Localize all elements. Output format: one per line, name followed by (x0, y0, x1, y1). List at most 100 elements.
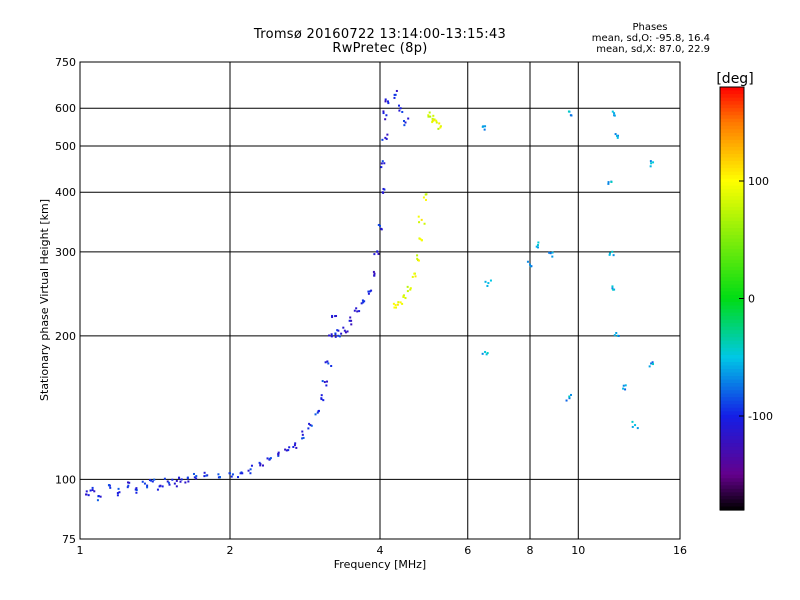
data-point (420, 218, 423, 221)
colorbar-segment (720, 182, 744, 187)
data-point (230, 475, 233, 478)
colorbar-segment (720, 435, 744, 441)
data-point (285, 449, 288, 452)
data-point (180, 478, 183, 481)
data-point (611, 287, 614, 290)
data-point (394, 304, 397, 307)
data-point (355, 307, 358, 310)
data-point (97, 495, 100, 498)
x-tick-label: 2 (227, 544, 234, 557)
data-point (385, 137, 388, 140)
data-point (486, 352, 489, 355)
data-point (431, 121, 434, 124)
data-point (135, 491, 138, 494)
colorbar-segment (720, 175, 744, 180)
colorbar-segment (720, 125, 744, 130)
colorbar-segment (720, 499, 744, 504)
colorbar-segment (720, 235, 744, 240)
data-point (284, 448, 287, 451)
data-point (228, 472, 231, 475)
data-point (612, 254, 615, 257)
data-point (325, 384, 328, 387)
colorbar-segment (720, 393, 744, 398)
data-point (399, 107, 402, 110)
data-point (377, 252, 380, 255)
colorbar-tick-label: 100 (748, 175, 769, 188)
data-point (376, 250, 379, 253)
data-point (269, 457, 272, 460)
colorbar-segment (720, 495, 744, 501)
data-point (288, 446, 291, 449)
data-point (549, 252, 552, 255)
data-point (87, 494, 90, 497)
colorbar-segment (720, 287, 744, 293)
colorbar-segment (720, 379, 744, 384)
data-point (295, 446, 298, 449)
data-point (613, 114, 616, 117)
colorbar-segment (720, 294, 744, 300)
colorbar-segment (720, 266, 744, 271)
data-point (404, 297, 407, 300)
data-point (250, 464, 253, 467)
data-point (428, 111, 431, 114)
data-point (636, 427, 639, 430)
y-tick-label: 300 (55, 246, 76, 259)
data-point (402, 295, 405, 298)
data-points (85, 89, 655, 502)
data-point (334, 335, 337, 338)
colorbar-segment (720, 467, 744, 472)
data-point (613, 288, 616, 291)
data-point (387, 102, 390, 105)
data-point (301, 433, 304, 436)
colorbar-segment (720, 443, 744, 448)
phases-title: Phases (632, 22, 668, 33)
data-point (631, 425, 634, 428)
data-point (484, 350, 487, 353)
y-tick-label: 400 (55, 186, 76, 199)
colorbar-segment (720, 224, 744, 229)
y-tick-label: 200 (55, 330, 76, 343)
data-point (153, 478, 156, 481)
data-point (336, 329, 339, 332)
colorbar-segment (720, 354, 744, 360)
colorbar-segment (720, 432, 744, 437)
colorbar-segment (720, 245, 744, 250)
data-point (417, 215, 420, 218)
data-point (310, 424, 313, 427)
data-point (337, 334, 340, 337)
colorbar-segment (720, 111, 744, 116)
grid-lines (80, 62, 680, 539)
colorbar-segment (720, 474, 744, 479)
data-point (175, 485, 178, 488)
data-point (379, 224, 381, 227)
data-point (481, 352, 484, 355)
data-point (529, 263, 531, 266)
colorbar-segment (720, 397, 744, 402)
colorbar-segment (720, 400, 744, 405)
data-point (91, 489, 94, 492)
data-point (616, 136, 619, 139)
colorbar-segment (720, 270, 744, 275)
data-point (398, 109, 401, 112)
data-point (373, 274, 376, 277)
data-point (340, 332, 343, 335)
data-point (613, 112, 616, 115)
colorbar-segment (720, 365, 744, 370)
data-point (175, 479, 178, 482)
data-point (610, 180, 613, 183)
y-tick-label: 600 (55, 102, 76, 115)
colorbar-segment (720, 312, 744, 317)
colorbar-segment (720, 256, 744, 261)
data-point (309, 424, 312, 427)
colorbar-segment (720, 407, 744, 412)
chart-subtitle: RwPretec (8p) (332, 41, 428, 56)
colorbar-segment (720, 97, 744, 102)
colorbar-segment (720, 319, 744, 324)
colorbar-segment (720, 87, 744, 92)
data-point (530, 265, 533, 268)
colorbar-segment (720, 129, 744, 134)
data-point (322, 399, 325, 402)
data-point (437, 127, 440, 130)
colorbar-segment (720, 150, 744, 155)
data-point (148, 479, 151, 482)
